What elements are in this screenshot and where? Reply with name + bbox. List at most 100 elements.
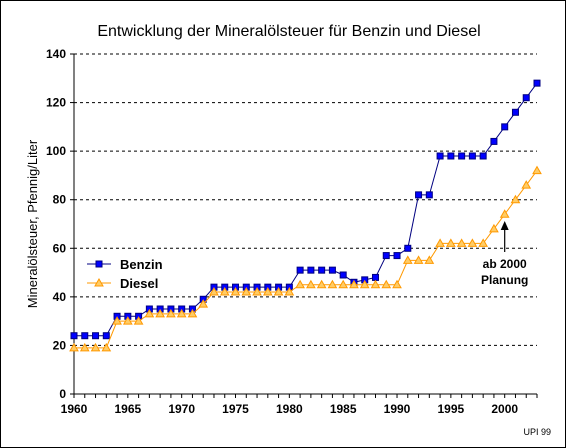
point-diesel-1969 — [166, 308, 176, 318]
point-benzin-1990 — [393, 252, 401, 260]
point-benzin-1983 — [318, 266, 326, 274]
point-benzin-1981 — [296, 266, 304, 274]
point-benzin-1984 — [328, 266, 336, 274]
y-tick-label-20: 20 — [53, 338, 67, 352]
y-tick-label-120: 120 — [46, 96, 66, 110]
point-diesel-1989 — [381, 279, 392, 289]
point-diesel-2002 — [521, 180, 532, 189]
point-benzin-1991 — [404, 244, 412, 252]
point-diesel-1962 — [90, 342, 101, 352]
point-benzin-1997 — [468, 152, 476, 160]
point-diesel-1994 — [435, 238, 445, 247]
y-tick-label-100: 100 — [46, 144, 66, 158]
point-benzin-1961 — [81, 332, 89, 340]
point-diesel-1982 — [306, 279, 316, 289]
point-diesel-2000 — [499, 209, 510, 218]
point-benzin-1985 — [339, 271, 347, 279]
point-benzin-1992 — [415, 191, 423, 199]
legend: Benzin Diesel — [87, 257, 163, 291]
point-diesel-1971 — [187, 308, 198, 318]
y-tick-label-60: 60 — [53, 241, 67, 255]
series-group — [69, 79, 542, 352]
series-diesel — [69, 165, 542, 352]
point-benzin-2002 — [522, 94, 530, 102]
x-tick-label-1960: 1960 — [61, 402, 88, 416]
annotation-line-2: Planung — [481, 273, 528, 287]
series-line-benzin — [74, 82, 538, 337]
point-diesel-1991 — [402, 255, 413, 264]
point-diesel-1968 — [155, 308, 166, 318]
point-diesel-1979 — [273, 286, 284, 296]
point-diesel-1997 — [467, 238, 478, 247]
point-diesel-1970 — [176, 308, 187, 318]
point-diesel-1964 — [112, 316, 122, 325]
annotation-arrowhead — [500, 221, 509, 230]
legend-marker-benzin — [95, 260, 103, 268]
point-benzin-1982 — [307, 266, 315, 274]
point-diesel-1993 — [424, 255, 435, 264]
point-benzin-1989 — [382, 252, 390, 260]
point-diesel-2003 — [532, 165, 542, 175]
point-benzin-1995 — [447, 152, 455, 160]
point-diesel-1977 — [252, 286, 262, 296]
x-tick-label-1985: 1985 — [330, 402, 357, 416]
x-tick-label-1965: 1965 — [114, 402, 141, 416]
annotation-line-1: ab 2000 — [483, 257, 527, 271]
point-diesel-1978 — [262, 286, 273, 296]
point-diesel-1965 — [122, 316, 133, 325]
point-diesel-1976 — [241, 286, 252, 296]
y-tick-label-140: 140 — [46, 47, 66, 61]
y-tick-label-80: 80 — [53, 193, 67, 207]
point-diesel-1961 — [79, 342, 90, 352]
chart-title: Entwicklung der Mineralölsteuer für Benz… — [97, 23, 480, 40]
point-diesel-1963 — [101, 342, 112, 352]
point-diesel-1988 — [370, 279, 381, 289]
point-diesel-1996 — [456, 238, 467, 247]
point-diesel-1960 — [69, 342, 79, 352]
annotation: ab 2000 Planung — [481, 221, 528, 287]
point-diesel-1992 — [413, 255, 424, 264]
point-diesel-1975 — [230, 286, 241, 296]
point-benzin-2001 — [511, 108, 519, 116]
point-diesel-1980 — [284, 286, 295, 296]
point-diesel-2001 — [510, 194, 521, 204]
point-benzin-2000 — [501, 123, 509, 131]
point-diesel-1981 — [295, 279, 305, 289]
point-diesel-1999 — [489, 223, 499, 233]
point-benzin-1999 — [490, 137, 498, 145]
y-tick-labels: 0 20 40 60 80 100 120 140 — [46, 47, 66, 401]
point-benzin-1996 — [458, 152, 466, 160]
legend-marker-diesel — [94, 277, 104, 287]
axes — [70, 53, 538, 398]
point-diesel-1967 — [144, 308, 155, 318]
point-benzin-1988 — [371, 273, 379, 281]
point-diesel-1998 — [478, 238, 489, 247]
legend-label-diesel: Diesel — [120, 276, 158, 291]
grid — [74, 53, 537, 346]
y-tick-label-40: 40 — [53, 290, 67, 304]
x-tick-label-1990: 1990 — [384, 402, 411, 416]
point-benzin-1998 — [479, 152, 487, 160]
x-tick-label-1995: 1995 — [438, 402, 465, 416]
point-benzin-1963 — [102, 332, 110, 340]
point-diesel-1987 — [359, 279, 370, 289]
point-benzin-1993 — [425, 191, 433, 199]
x-tick-label-1975: 1975 — [222, 402, 249, 416]
point-benzin-1994 — [436, 152, 444, 160]
point-diesel-1985 — [338, 279, 349, 289]
y-tick-label-0: 0 — [59, 387, 66, 401]
point-diesel-1972 — [198, 299, 209, 308]
x-tick-label-1980: 1980 — [276, 402, 303, 416]
series-benzin — [70, 79, 541, 340]
y-axis-label: Mineralölsteuer, Pfennig/Liter — [25, 139, 40, 308]
legend-label-benzin: Benzin — [120, 257, 163, 272]
point-benzin-2003 — [533, 79, 541, 87]
point-diesel-1973 — [209, 286, 219, 296]
point-diesel-1990 — [392, 279, 402, 289]
point-benzin-1960 — [70, 332, 78, 340]
credit-label: UPI 99 — [523, 427, 551, 437]
point-diesel-1995 — [445, 238, 456, 247]
point-diesel-1974 — [219, 286, 230, 296]
